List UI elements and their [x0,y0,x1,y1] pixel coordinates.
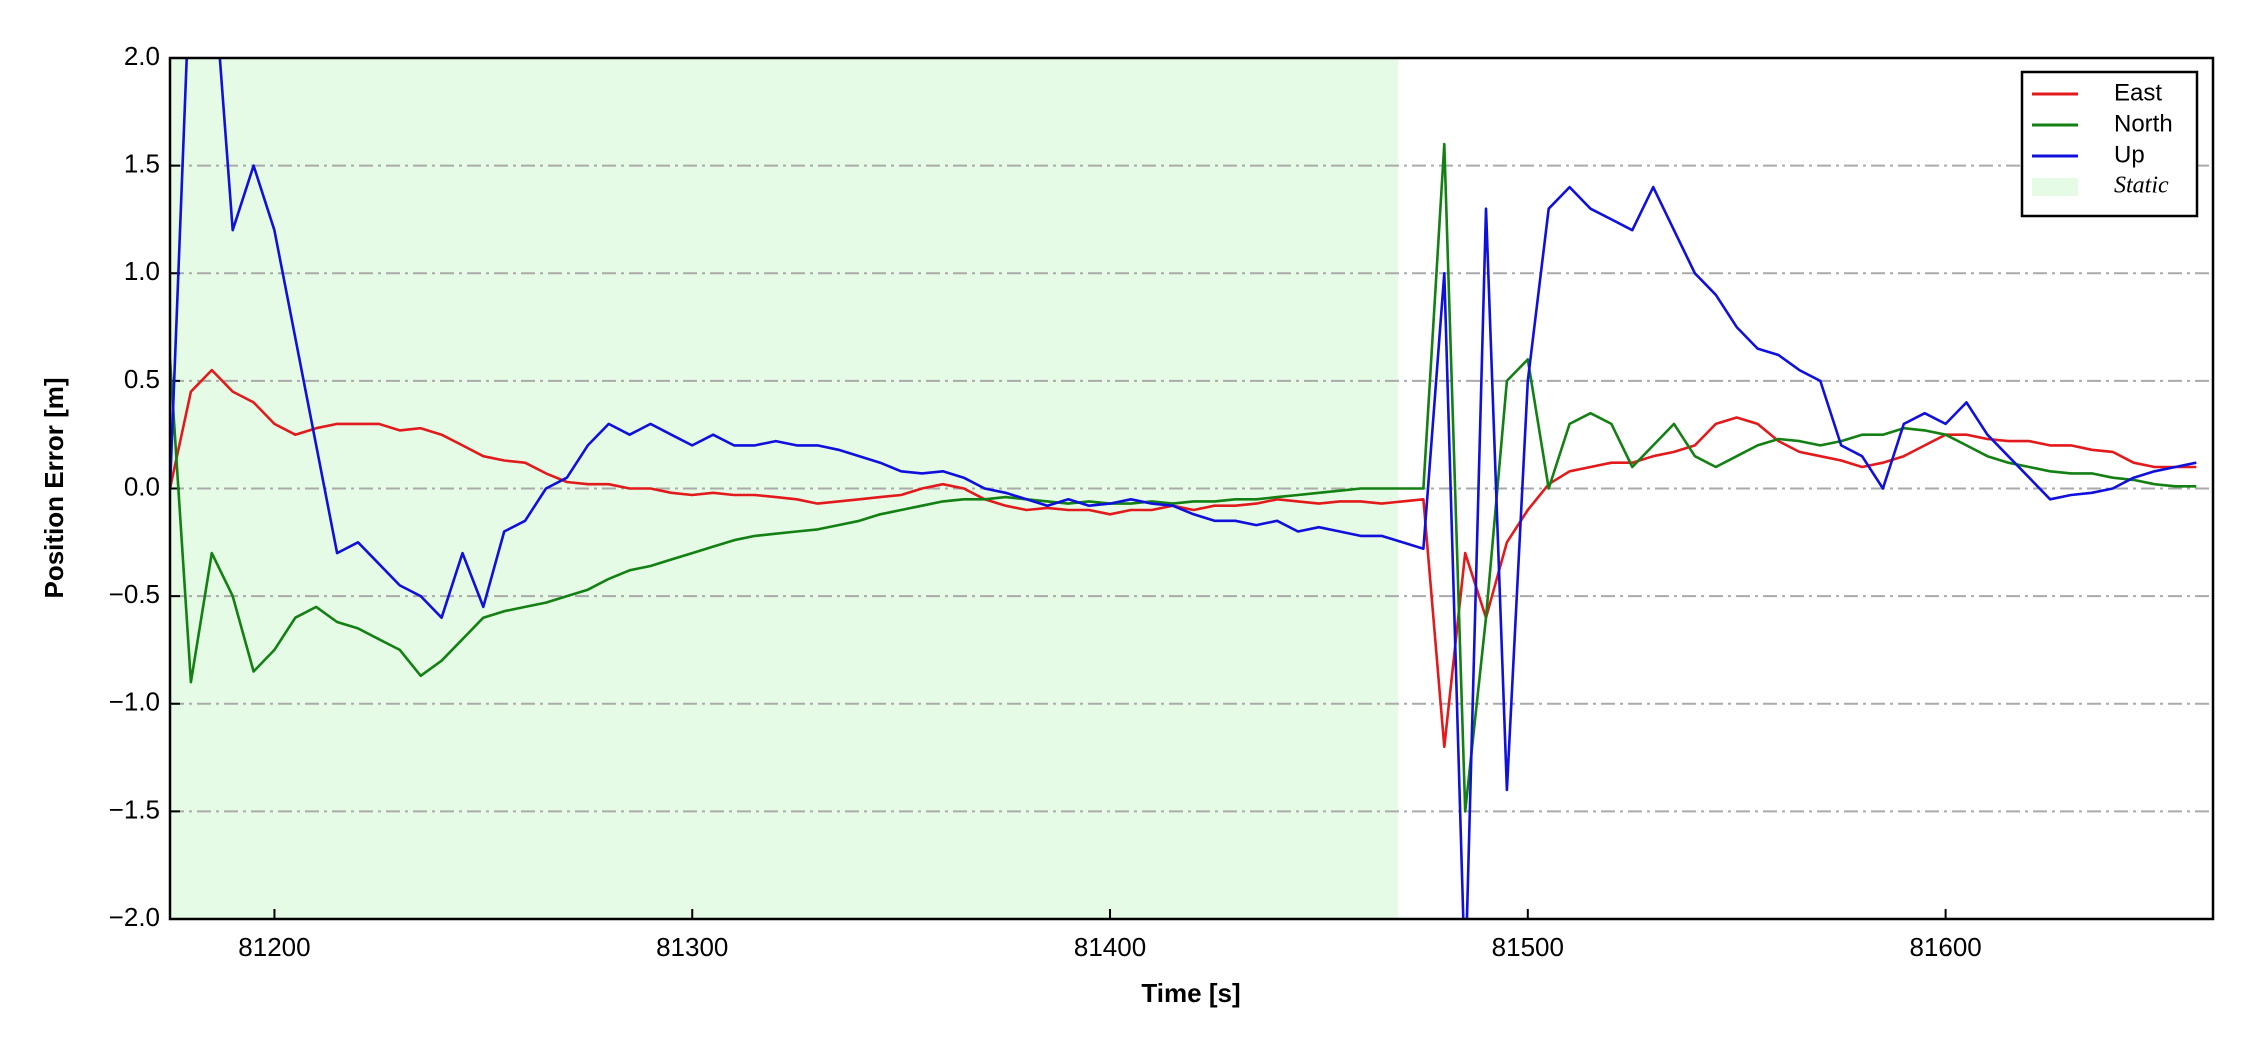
legend-label: East [2114,79,2162,106]
y-tick-label: −1.0 [109,687,160,717]
y-tick-label: 1.0 [124,256,160,286]
plot-lines [170,58,2197,919]
legend-swatch [2032,178,2078,196]
y-tick-label: −0.5 [109,579,160,609]
series-line [170,142,2197,813]
y-axis-label: Position Error [m] [39,377,69,598]
legend-label: North [2114,110,2173,137]
x-axis-label: Time [s] [1141,978,1240,1008]
series-line [170,58,2197,919]
legend-label: Static [2114,173,2169,199]
series-line [170,368,2197,749]
y-tick-label: 1.5 [124,149,160,179]
plot-frame [168,56,2215,921]
x-tick-label: 81300 [656,932,728,962]
y-tick-label: 0.0 [124,471,160,501]
y-tick-label: 0.5 [124,364,160,394]
legend-label: Up [2114,141,2145,168]
x-tick-label: 81500 [1492,932,1564,962]
y-tick-label: −1.5 [109,794,160,824]
x-tick-label: 81200 [238,932,310,962]
y-tick-label: −2.0 [109,902,160,932]
x-tick-label: 81600 [1909,932,1981,962]
x-tick-label: 81400 [1074,932,1146,962]
y-tick-label: 2.0 [124,41,160,71]
